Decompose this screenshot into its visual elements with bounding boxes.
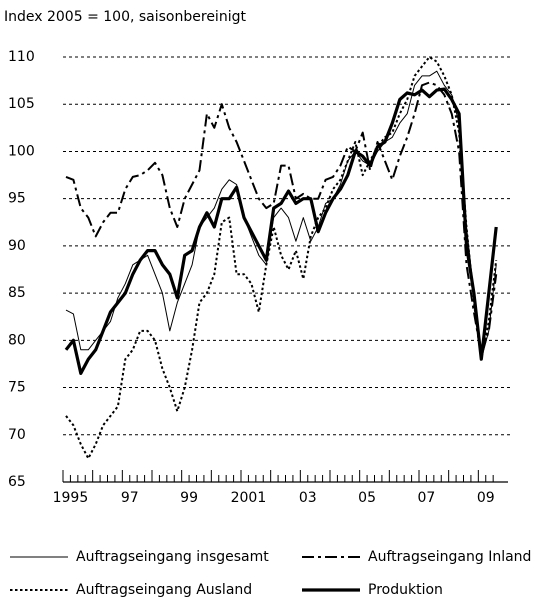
x-tick-label: 07 [418,490,436,506]
y-tick-label: 95 [8,191,26,207]
legend-label: Auftragseingang Ausland [76,582,252,598]
legend-label: Produktion [368,582,443,598]
x-tick-label: 09 [477,490,495,506]
y-tick-label: 85 [8,285,26,301]
chart-subtitle: Index 2005 = 100, saisonbereinigt [4,9,246,25]
y-tick-label: 90 [8,238,26,254]
legend-label: Auftragseingang Inland [368,549,531,565]
y-tick-label: 70 [8,427,26,443]
series-line [65,70,497,360]
y-tick-label: 105 [8,96,35,112]
series-line [65,56,498,460]
x-tick-label: 1995 [53,490,89,506]
x-tick-label: 2001 [231,490,267,506]
y-tick-label: 100 [8,143,35,159]
y-tick-label: 65 [8,474,26,490]
x-tick-label: 05 [358,490,376,506]
series-line [64,87,498,375]
y-tick-label: 80 [8,332,26,348]
series-line [65,81,498,356]
x-tick-label: 97 [121,490,139,506]
legend-label: Auftragseingang insgesamt [76,549,269,565]
y-tick-label: 110 [8,49,35,65]
x-tick-label: 03 [299,490,317,506]
x-tick-label: 99 [180,490,198,506]
y-tick-label: 75 [8,380,26,396]
